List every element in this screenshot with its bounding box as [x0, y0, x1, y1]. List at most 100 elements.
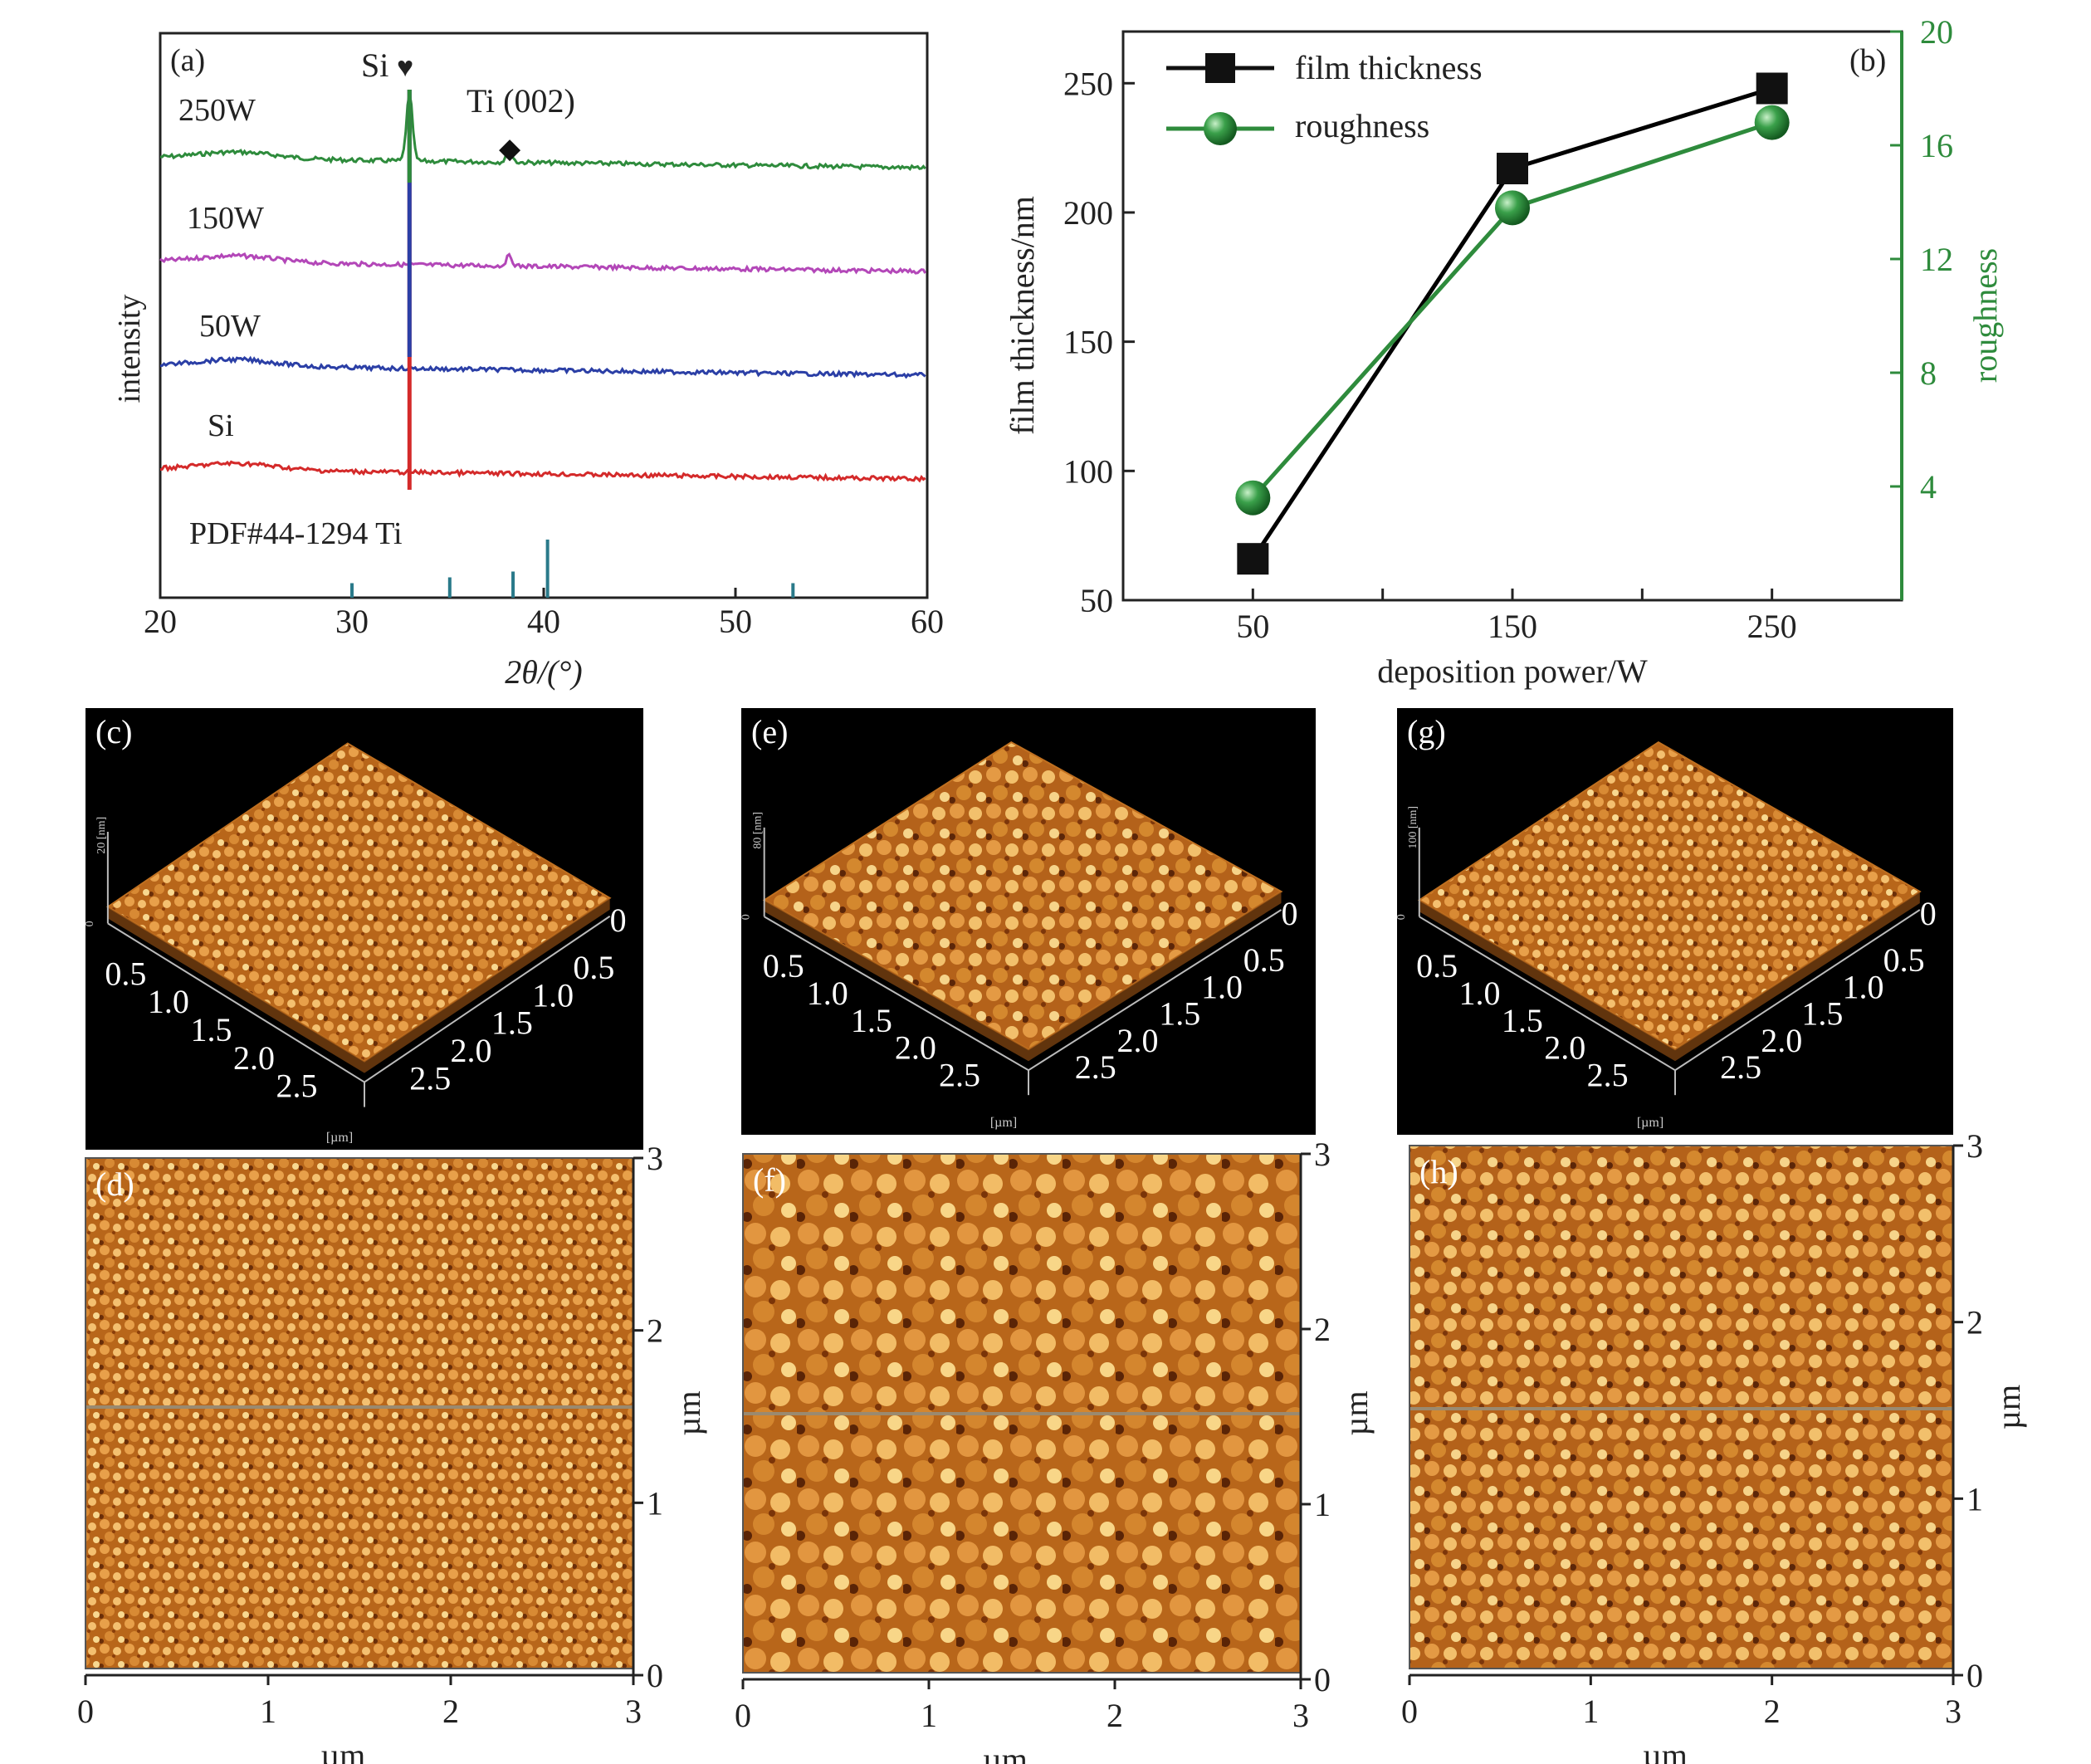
- series-label-150w: 150W: [187, 201, 264, 236]
- panel-b-ylabel: film thickness/nm: [1004, 196, 1041, 435]
- afm-3d-right-tick: 2.5: [1075, 1048, 1116, 1086]
- panel-b-ytick-label: 50: [1080, 582, 1113, 619]
- afm-2d-xtick-label: 2: [1764, 1693, 1781, 1730]
- panel-b-y2tick-label: 20: [1920, 13, 1953, 51]
- afm-3d-zlabel: 100 [nm]: [1407, 806, 1419, 849]
- panel-a-ylabel: intensity: [112, 295, 147, 403]
- film-thickness-point: [1497, 153, 1528, 185]
- afm-3d-left-tick: 1.5: [851, 1002, 892, 1039]
- afm-2d-xtick-label: 3: [1945, 1693, 1962, 1730]
- afm-2d-xtick-label: 2: [442, 1693, 459, 1730]
- afm-2d-ylabel: µm: [1990, 1385, 2027, 1429]
- afm-3d-far-tick: 0: [1920, 895, 1937, 932]
- afm-2d-ylabel: µm: [1337, 1390, 1375, 1435]
- panel-b-ytick-label: 250: [1063, 65, 1113, 102]
- panel-b-xtick-label: 50: [1236, 608, 1269, 645]
- afm-3d-left-tick: 0.5: [763, 947, 804, 985]
- legend-square-marker: [1205, 53, 1235, 83]
- legend-roughness: roughness: [1295, 107, 1429, 144]
- afm-2d-ytick-label: 1: [647, 1484, 663, 1522]
- panel-a-xtick-label: 40: [527, 603, 560, 640]
- afm-2d-xtick-label: 2: [1107, 1697, 1123, 1734]
- legend-sphere-marker: [1204, 112, 1237, 145]
- afm-3d-right-tick: 1.0: [1843, 968, 1884, 1005]
- afm-3d-panel-label: (g): [1407, 713, 1446, 750]
- panel-b-y2tick-label: 12: [1920, 241, 1953, 278]
- afm-2d-ytick-label: 3: [1314, 1136, 1331, 1173]
- panel-b-ytick-label: 150: [1063, 324, 1113, 361]
- film-thickness-point: [1756, 72, 1788, 105]
- afm-3d-z0: 0: [740, 914, 753, 920]
- diamond-icon: ◆: [499, 134, 521, 164]
- afm-3d-right-tick: 2.0: [1761, 1022, 1802, 1059]
- roughness-point: [1754, 105, 1790, 140]
- afm-3d-right-tick: 2.0: [451, 1032, 492, 1069]
- panel-a-xlabel: 2θ/(°): [505, 653, 582, 691]
- roughness-point: [1235, 480, 1271, 516]
- afm-3d-z0: 0: [84, 921, 96, 926]
- afm-2d-xtick-label: 1: [260, 1693, 276, 1730]
- panel-g-3d: 100 [nm]00.51.01.52.02.50.51.01.52.02.50…: [1395, 708, 1953, 1135]
- panel-b-legend: film thickness roughness: [1166, 49, 1483, 145]
- panel-a-curves: [159, 90, 927, 490]
- legend-film-thickness: film thickness: [1295, 49, 1483, 86]
- afm-2d-ytick-label: 3: [1966, 1127, 1983, 1165]
- xrd-curve-250w: [159, 92, 926, 171]
- afm-3d-left-tick: 2.0: [1544, 1029, 1585, 1067]
- afm-3d-right-tick: 1.0: [1201, 968, 1243, 1005]
- afm-2d-ytick-label: 2: [647, 1312, 663, 1350]
- panel-b-axes: 50 150 250 50 100 150 200 250 4 8 12 16 20: [1063, 13, 1953, 645]
- afm-3d-left-tick: 2.5: [276, 1068, 317, 1105]
- afm-3d-panel-label: (e): [751, 713, 788, 750]
- afm-3d-unit: [µm]: [1637, 1116, 1664, 1130]
- afm-2d-ytick-label: 1: [1966, 1480, 1983, 1517]
- panel-a-xtick-label: 20: [144, 603, 177, 640]
- panel-b-xtick-label: 150: [1488, 608, 1537, 645]
- afm-3d-left-tick: 2.0: [895, 1029, 936, 1067]
- afm-3d-right-tick: 2.5: [1720, 1048, 1761, 1086]
- afm-2d-xtick-label: 0: [1401, 1693, 1418, 1730]
- afm-2d-xlabel: µm: [1643, 1737, 1688, 1764]
- panel-b-ytick-label: 200: [1063, 194, 1113, 232]
- afm-3d-left-tick: 0.5: [105, 955, 146, 992]
- afm-3d-left-tick: 1.0: [1459, 975, 1501, 1012]
- panel-b-series: [1235, 72, 1790, 575]
- panel-c-3d: 20 [nm]00.51.01.52.02.50.51.01.52.02.50[…: [84, 708, 643, 1150]
- afm-3d-z0: 0: [1395, 914, 1408, 920]
- afm-3d-far-tick: 0: [610, 902, 627, 939]
- afm-3d-right-tick: 1.5: [1159, 995, 1200, 1033]
- afm-2d-ytick-label: 0: [1966, 1657, 1983, 1694]
- afm-2d-ytick-label: 1: [1314, 1486, 1331, 1523]
- series-label-50w: 50W: [199, 309, 261, 344]
- panel-b-y2tick-label: 4: [1920, 468, 1937, 506]
- peak-label-si: Si: [361, 46, 388, 84]
- afm-3d-left-tick: 1.5: [1502, 1002, 1543, 1039]
- reference-label: PDF#44-1294 Ti: [189, 516, 403, 551]
- afm-3d-left-tick: 2.5: [1587, 1056, 1629, 1093]
- afm-3d-left-tick: 2.0: [233, 1039, 275, 1077]
- afm-3d-right-tick: 1.5: [1801, 995, 1843, 1033]
- afm-3d-right-tick: 0.5: [573, 949, 614, 986]
- panel-b-ytick-label: 100: [1063, 452, 1113, 490]
- film-thickness-point: [1237, 543, 1269, 575]
- afm-3d-right-tick: 2.0: [1116, 1022, 1158, 1059]
- afm-3d-left-tick: 1.0: [807, 975, 848, 1012]
- series-label-si: Si: [208, 408, 234, 443]
- panel-b-label: (b): [1849, 43, 1886, 78]
- xrd-curve-50w: [159, 355, 926, 379]
- afm-3d-panel-label: (c): [95, 713, 132, 750]
- panel-b-y2tick-label: 8: [1920, 354, 1937, 392]
- panel-a-label: (a): [170, 43, 205, 78]
- afm-3d-unit: [µm]: [990, 1116, 1017, 1130]
- panel-b-xtick-label: 250: [1747, 608, 1797, 645]
- panel-a-xticks: 20 30 40 50 60: [144, 588, 944, 640]
- panel-a-xtick-label: 60: [911, 603, 944, 640]
- panel-a-xtick-label: 50: [719, 603, 752, 640]
- xrd-curve-si: [159, 460, 926, 483]
- afm-2d-panel-label: (d): [95, 1165, 134, 1203]
- afm-2d-ylabel: µm: [670, 1390, 707, 1435]
- afm-2d-ytick-label: 2: [1966, 1304, 1983, 1341]
